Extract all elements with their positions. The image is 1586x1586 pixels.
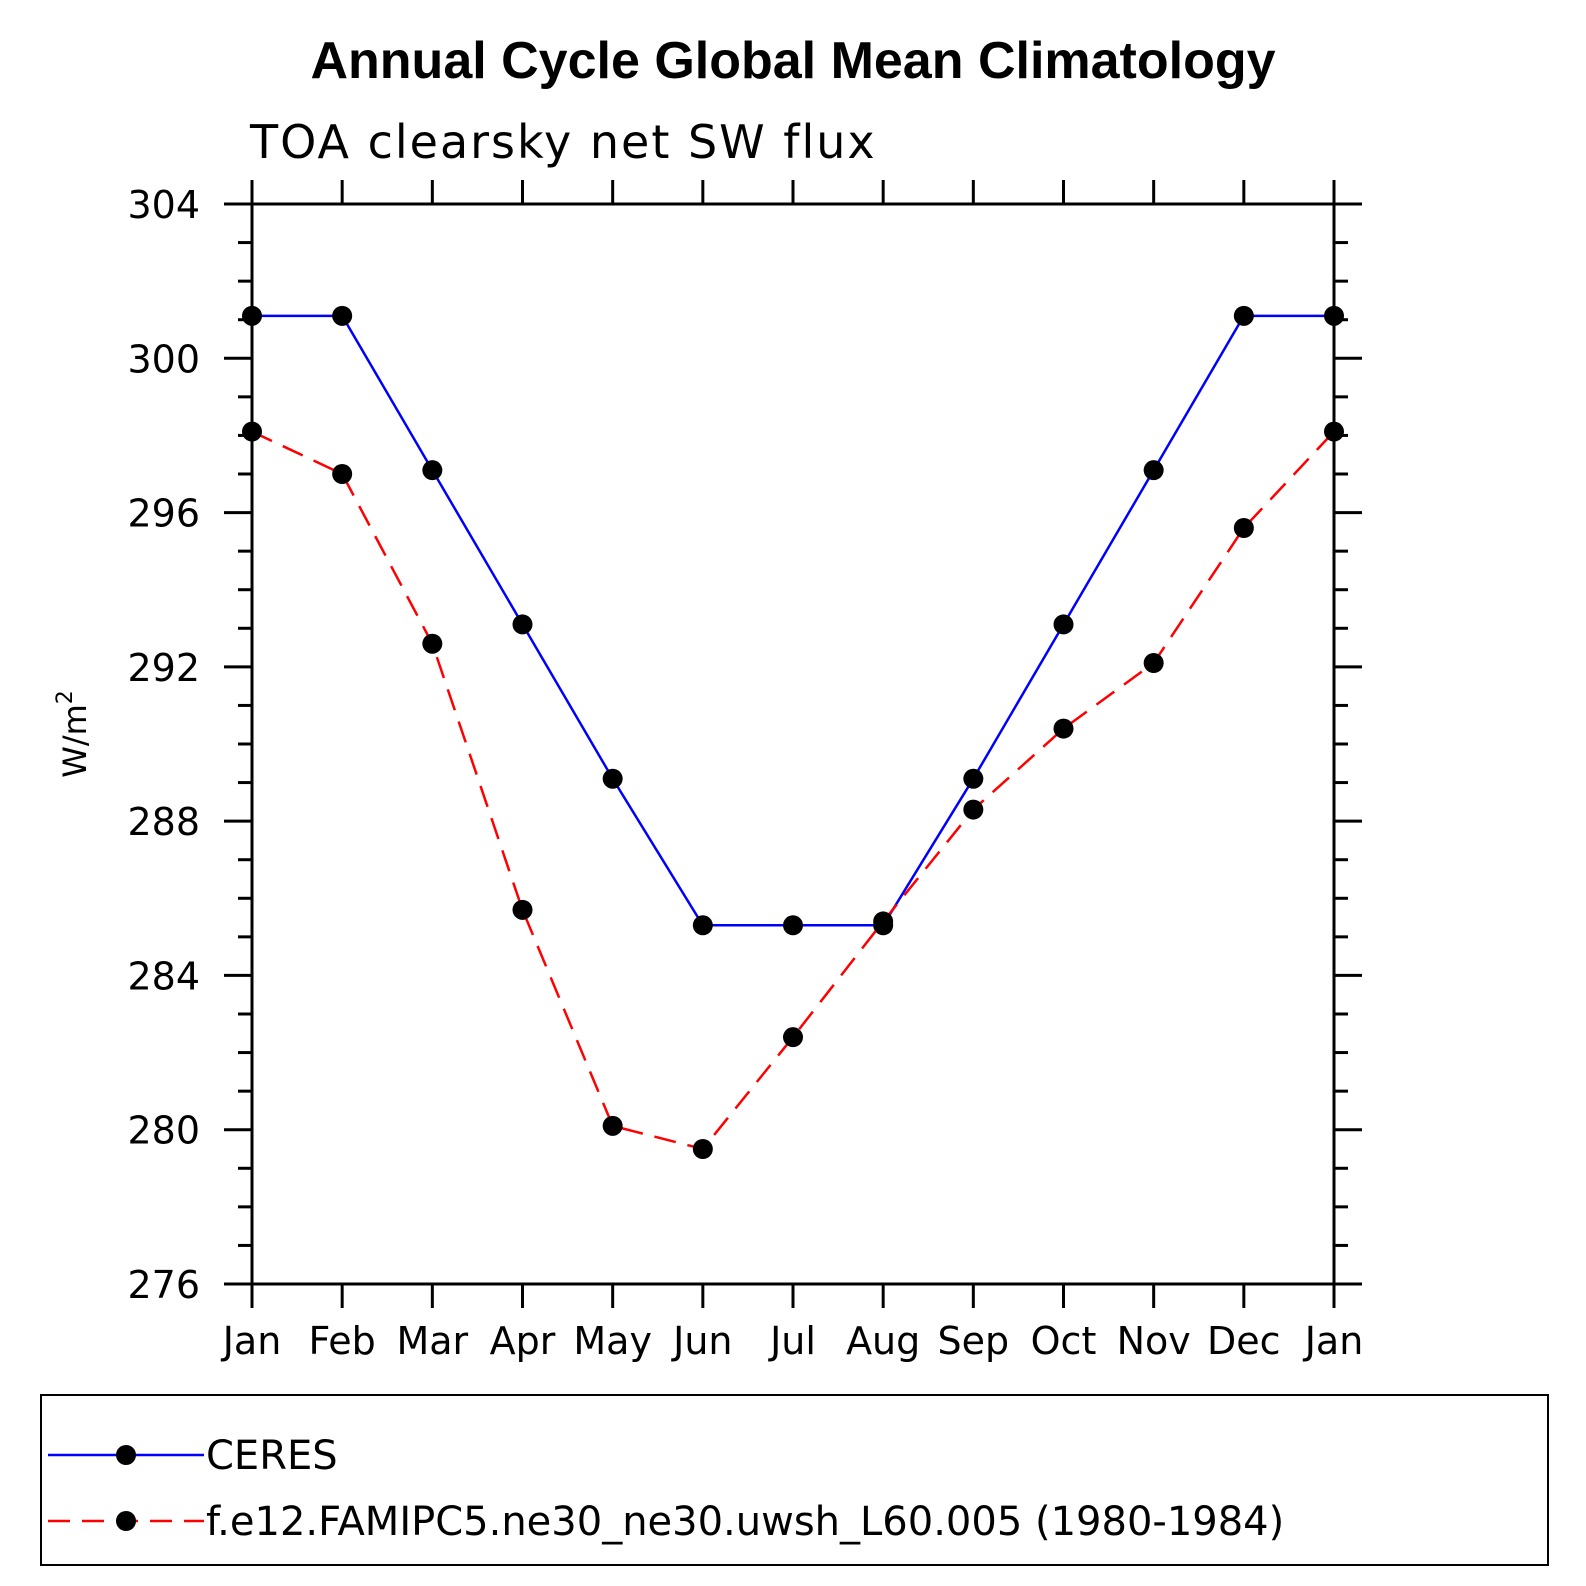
data-point	[692, 1139, 713, 1159]
data-point	[783, 1027, 803, 1048]
data-point	[1143, 460, 1164, 481]
x-tick-label: Jul	[768, 1319, 816, 1363]
plot-frame	[250, 202, 1336, 1286]
y-tick-label: 292	[127, 646, 200, 690]
data-point	[422, 633, 443, 654]
data-point	[963, 768, 984, 789]
x-tick-label: Mar	[396, 1319, 468, 1363]
data-point	[242, 421, 262, 442]
data-point	[602, 1115, 623, 1136]
data-point	[242, 305, 262, 326]
chart-subtitle: TOA clearsky net SW flux	[249, 115, 877, 169]
series-line	[252, 314, 1334, 927]
y-axis-label-superscript: 2	[53, 690, 78, 704]
x-tick-label: Oct	[1031, 1319, 1097, 1363]
legend: CERES f.e12.FAMIPC5.ne30_ne30.uwsh_L60.00…	[40, 1394, 1549, 1566]
data-point	[1233, 305, 1254, 326]
y-tick-label: 296	[127, 492, 200, 536]
data-point	[602, 768, 623, 789]
x-tick-label: May	[573, 1319, 652, 1363]
chart-title: Annual Cycle Global Mean Climatology	[310, 32, 1275, 90]
data-point	[1053, 614, 1074, 635]
data-point	[692, 915, 713, 936]
data-point	[512, 899, 533, 920]
legend-marker-2	[116, 1511, 136, 1531]
x-tick-label: Apr	[490, 1319, 556, 1363]
data-point	[332, 305, 353, 326]
series-2	[242, 421, 1344, 1159]
x-tick-label: Jan	[1303, 1319, 1364, 1363]
y-tick-label: 304	[127, 183, 200, 227]
data-point	[1233, 518, 1254, 538]
legend-label-1: CERES	[206, 1433, 338, 1479]
data-point	[873, 911, 894, 932]
y-axis-label-base: W/m	[56, 704, 94, 778]
series-layer	[242, 305, 1344, 1159]
y-tick-label: 300	[127, 337, 200, 381]
x-tick-label: Dec	[1207, 1319, 1281, 1363]
data-point	[512, 614, 533, 635]
y-tick-label: 276	[127, 1263, 200, 1307]
svg-text:W/m2: W/m2	[53, 690, 94, 778]
data-point	[332, 464, 353, 484]
data-point	[963, 799, 984, 820]
legend-label-2: f.e12.FAMIPC5.ne30_ne30.uwsh_L60.005 (19…	[206, 1499, 1284, 1545]
series-1	[242, 305, 1344, 936]
x-tick-label: Feb	[309, 1319, 376, 1363]
legend-marker-1	[116, 1445, 136, 1465]
y-tick-label: 284	[127, 954, 200, 998]
data-point	[1143, 653, 1164, 673]
axes: Jan Feb Mar Apr May Jun Jul Aug Sep Oct Nov Dec Jan 2…	[127, 180, 1363, 1363]
x-tick-label: Nov	[1117, 1319, 1191, 1363]
x-tick-label: Sep	[938, 1319, 1010, 1363]
data-point	[1324, 421, 1344, 442]
data-point	[1053, 718, 1074, 739]
y-tick-label: 280	[127, 1109, 200, 1153]
x-tick-label: Aug	[846, 1319, 920, 1363]
data-point	[1324, 305, 1344, 326]
y-tick-label: 288	[127, 800, 200, 844]
x-tick-label: Jun	[671, 1319, 732, 1363]
y-axis-label: W/m2	[53, 690, 94, 778]
data-point	[783, 915, 803, 936]
x-tick-label: Jan	[221, 1319, 282, 1363]
data-point	[422, 460, 443, 481]
legend-box	[40, 1394, 1549, 1566]
